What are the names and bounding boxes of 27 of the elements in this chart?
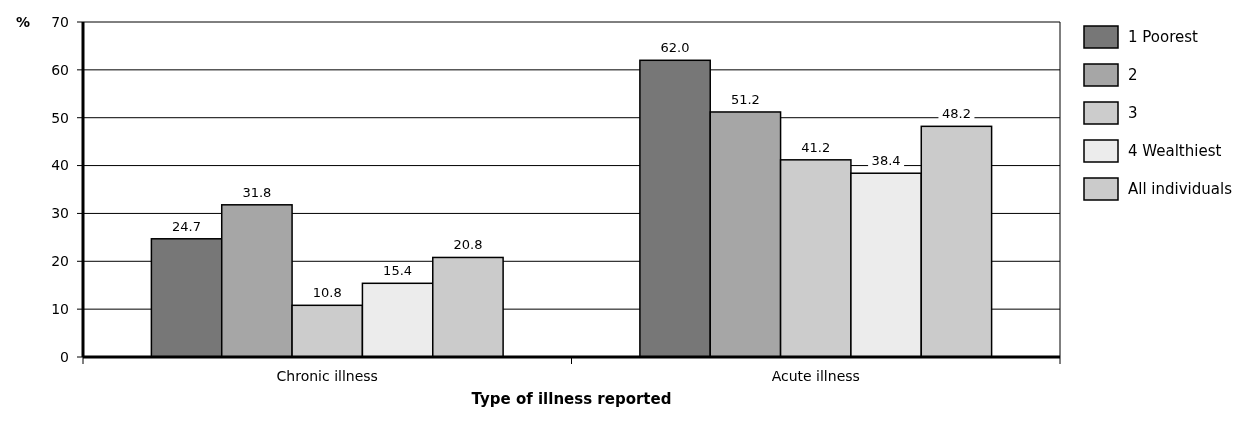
legend-label: 4 Wealthiest bbox=[1128, 142, 1222, 161]
text: 31.8 bbox=[242, 184, 272, 200]
y-tick-label: 20 bbox=[51, 253, 69, 270]
y-tick-label: 60 bbox=[51, 61, 69, 78]
y-tick-label: 40 bbox=[51, 157, 69, 174]
y-axis-title: % bbox=[16, 13, 31, 30]
x-tick-label: Chronic illness bbox=[276, 368, 378, 384]
y-tick-label: 10 bbox=[51, 301, 69, 318]
y-tick-label: 50 bbox=[51, 109, 69, 126]
text: 24.7 bbox=[172, 218, 202, 234]
text: 48.2 bbox=[941, 106, 971, 122]
y-tick-label: 0 bbox=[60, 348, 69, 365]
text: 41.2 bbox=[801, 139, 831, 155]
y-tick-label: 30 bbox=[51, 205, 69, 222]
legend-label: 2 bbox=[1128, 66, 1138, 85]
x-axis-title: Type of illness reported bbox=[471, 390, 672, 408]
text: 62.0 bbox=[660, 40, 690, 56]
text: 20.8 bbox=[453, 237, 483, 253]
text: 10.8 bbox=[312, 285, 342, 301]
text: 51.2 bbox=[730, 91, 760, 107]
legend-label: 3 bbox=[1128, 104, 1138, 123]
text: 15.4 bbox=[383, 263, 413, 279]
y-tick-label: 70 bbox=[51, 13, 69, 30]
legend-label: All individuals bbox=[1128, 180, 1233, 199]
text: 38.4 bbox=[871, 153, 901, 169]
x-tick-label: Acute illness bbox=[771, 368, 860, 384]
legend-label: 1 Poorest bbox=[1128, 28, 1199, 47]
